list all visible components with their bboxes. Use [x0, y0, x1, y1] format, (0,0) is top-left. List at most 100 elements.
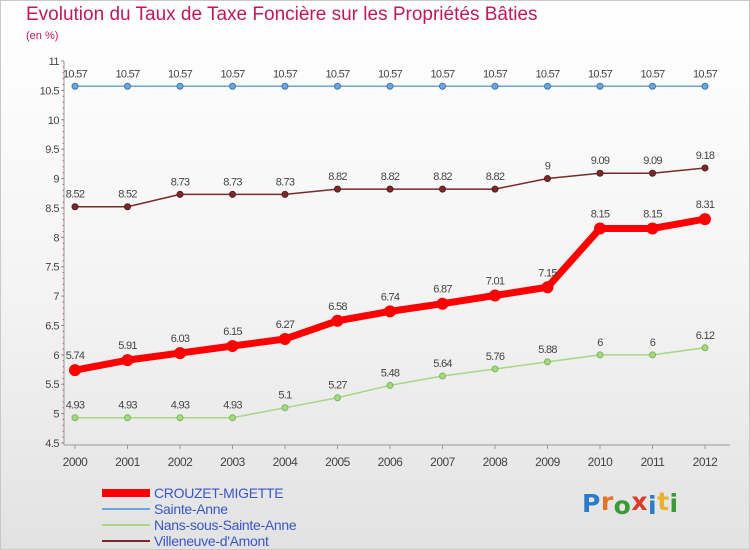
- y-tick-label: 4.5: [45, 438, 59, 450]
- x-tick-label: 2012: [693, 455, 719, 469]
- y-tick-label: 6.5: [45, 320, 59, 332]
- data-label-nans-sous-sainte-anne: 4.93: [118, 400, 137, 412]
- data-point-villeneuve-d-amont: [229, 190, 236, 198]
- chart-title: Evolution du Taux de Taxe Foncière sur l…: [26, 4, 538, 25]
- y-tick-label: 7: [53, 291, 59, 303]
- data-label-nans-sous-sainte-anne: 5.88: [538, 344, 557, 356]
- y-tick-label: 9.5: [45, 144, 59, 156]
- data-point-sainte-anne: [544, 82, 551, 90]
- legend-swatch-sainte-anne: [102, 508, 150, 510]
- data-point-crouzet-migette: [331, 314, 344, 327]
- data-point-villeneuve-d-amont: [71, 203, 79, 211]
- data-label-crouzet-migette: 5.74: [66, 350, 85, 362]
- data-label-villeneuve-d-amont: 9: [545, 161, 551, 173]
- data-point-sainte-anne: [596, 82, 604, 90]
- data-label-crouzet-migette: 6.03: [171, 333, 190, 345]
- data-point-villeneuve-d-amont: [544, 175, 551, 183]
- data-point-villeneuve-d-amont: [491, 185, 499, 193]
- y-tick-label: 5.5: [45, 379, 59, 391]
- data-label-sainte-anne: 10.57: [115, 68, 140, 80]
- legend-swatch-villeneuve-d-amont: [102, 540, 150, 542]
- x-tick-label: 2007: [430, 455, 456, 469]
- data-point-crouzet-migette: [69, 364, 81, 377]
- chart-unit: (en %): [26, 30, 59, 42]
- data-point-nans-sous-sainte-anne: [596, 351, 604, 359]
- data-point-sainte-anne: [71, 82, 79, 90]
- data-point-sainte-anne: [281, 82, 289, 90]
- x-tick-label: 2000: [63, 455, 89, 469]
- data-label-nans-sous-sainte-anne: 6: [597, 337, 603, 349]
- data-label-nans-sous-sainte-anne: 4.93: [66, 400, 85, 412]
- y-tick-label: 9: [53, 174, 59, 186]
- data-point-villeneuve-d-amont: [649, 169, 656, 177]
- data-label-sainte-anne: 10.57: [325, 68, 350, 80]
- legend-label-crouzet-migette: CROUZET-MIGETTE: [154, 485, 284, 501]
- data-point-crouzet-migette: [121, 354, 134, 367]
- data-label-villeneuve-d-amont: 8.73: [276, 176, 295, 188]
- data-label-sainte-anne: 10.57: [640, 68, 665, 80]
- y-tick-label: 10.5: [40, 85, 60, 97]
- data-label-crouzet-migette: 6.27: [276, 319, 295, 331]
- data-point-crouzet-migette: [699, 213, 711, 226]
- data-point-crouzet-migette: [541, 281, 554, 294]
- data-point-crouzet-migette: [646, 222, 659, 235]
- data-point-crouzet-migette: [594, 222, 606, 235]
- data-label-nans-sous-sainte-anne: 5.64: [433, 358, 452, 370]
- y-tick-label: 11: [49, 56, 60, 68]
- data-point-crouzet-migette: [436, 297, 449, 310]
- data-label-crouzet-migette: 6.15: [223, 326, 242, 338]
- data-label-crouzet-migette: 5.91: [118, 340, 137, 352]
- x-tick-label: 2003: [220, 455, 246, 469]
- data-point-villeneuve-d-amont: [439, 185, 446, 193]
- data-point-crouzet-migette: [384, 305, 396, 318]
- data-label-sainte-anne: 10.57: [483, 68, 508, 80]
- data-label-crouzet-migette: 6.74: [381, 291, 400, 303]
- y-tick-label: 10: [48, 115, 60, 127]
- data-label-villeneuve-d-amont: 8.52: [118, 189, 137, 201]
- data-label-crouzet-migette: 7.15: [538, 267, 557, 279]
- x-tick-label: 2005: [325, 455, 351, 469]
- data-label-sainte-anne: 10.57: [378, 68, 403, 80]
- data-label-villeneuve-d-amont: 9.09: [591, 155, 610, 167]
- y-tick-label: 8.5: [45, 203, 59, 215]
- data-point-sainte-anne: [176, 82, 184, 90]
- legend-swatch-nans-sous-sainte-anne: [102, 524, 150, 526]
- data-label-nans-sous-sainte-anne: 6: [650, 337, 656, 349]
- x-tick-label: 2008: [483, 455, 509, 469]
- x-tick-label: 2002: [168, 455, 194, 469]
- data-point-nans-sous-sainte-anne: [491, 365, 499, 373]
- legend-label-sainte-anne: Sainte-Anne: [154, 501, 228, 517]
- data-point-sainte-anne: [701, 82, 709, 90]
- data-label-villeneuve-d-amont: 8.52: [66, 189, 85, 201]
- y-tick-label: 5: [53, 409, 59, 421]
- legend-swatch-crouzet-migette: [102, 489, 150, 497]
- data-label-nans-sous-sainte-anne: 4.93: [171, 400, 190, 412]
- data-point-villeneuve-d-amont: [701, 164, 709, 172]
- data-point-nans-sous-sainte-anne: [176, 414, 184, 422]
- data-point-villeneuve-d-amont: [596, 169, 604, 177]
- x-tick-label: 2011: [641, 455, 666, 469]
- data-point-nans-sous-sainte-anne: [439, 372, 446, 380]
- data-label-villeneuve-d-amont: 8.82: [486, 171, 505, 183]
- y-tick-label: 8: [53, 232, 59, 244]
- data-point-sainte-anne: [439, 82, 446, 90]
- data-label-villeneuve-d-amont: 8.73: [223, 176, 242, 188]
- data-label-crouzet-migette: 8.15: [643, 208, 662, 220]
- data-label-villeneuve-d-amont: 8.82: [328, 171, 347, 183]
- data-label-crouzet-migette: 8.31: [696, 199, 715, 211]
- data-point-sainte-anne: [334, 82, 341, 90]
- x-tick-label: 2010: [588, 455, 614, 469]
- data-label-villeneuve-d-amont: 9.18: [696, 150, 715, 162]
- data-label-nans-sous-sainte-anne: 5.1: [278, 390, 292, 402]
- data-label-sainte-anne: 10.57: [168, 68, 193, 80]
- data-label-crouzet-migette: 7.01: [486, 275, 505, 287]
- data-point-nans-sous-sainte-anne: [229, 414, 236, 422]
- data-label-sainte-anne: 10.57: [588, 68, 613, 80]
- data-label-nans-sous-sainte-anne: 5.27: [328, 380, 347, 392]
- data-point-villeneuve-d-amont: [124, 203, 131, 211]
- data-label-villeneuve-d-amont: 8.82: [433, 171, 452, 183]
- data-label-nans-sous-sainte-anne: 4.93: [223, 400, 242, 412]
- data-point-villeneuve-d-amont: [281, 190, 289, 198]
